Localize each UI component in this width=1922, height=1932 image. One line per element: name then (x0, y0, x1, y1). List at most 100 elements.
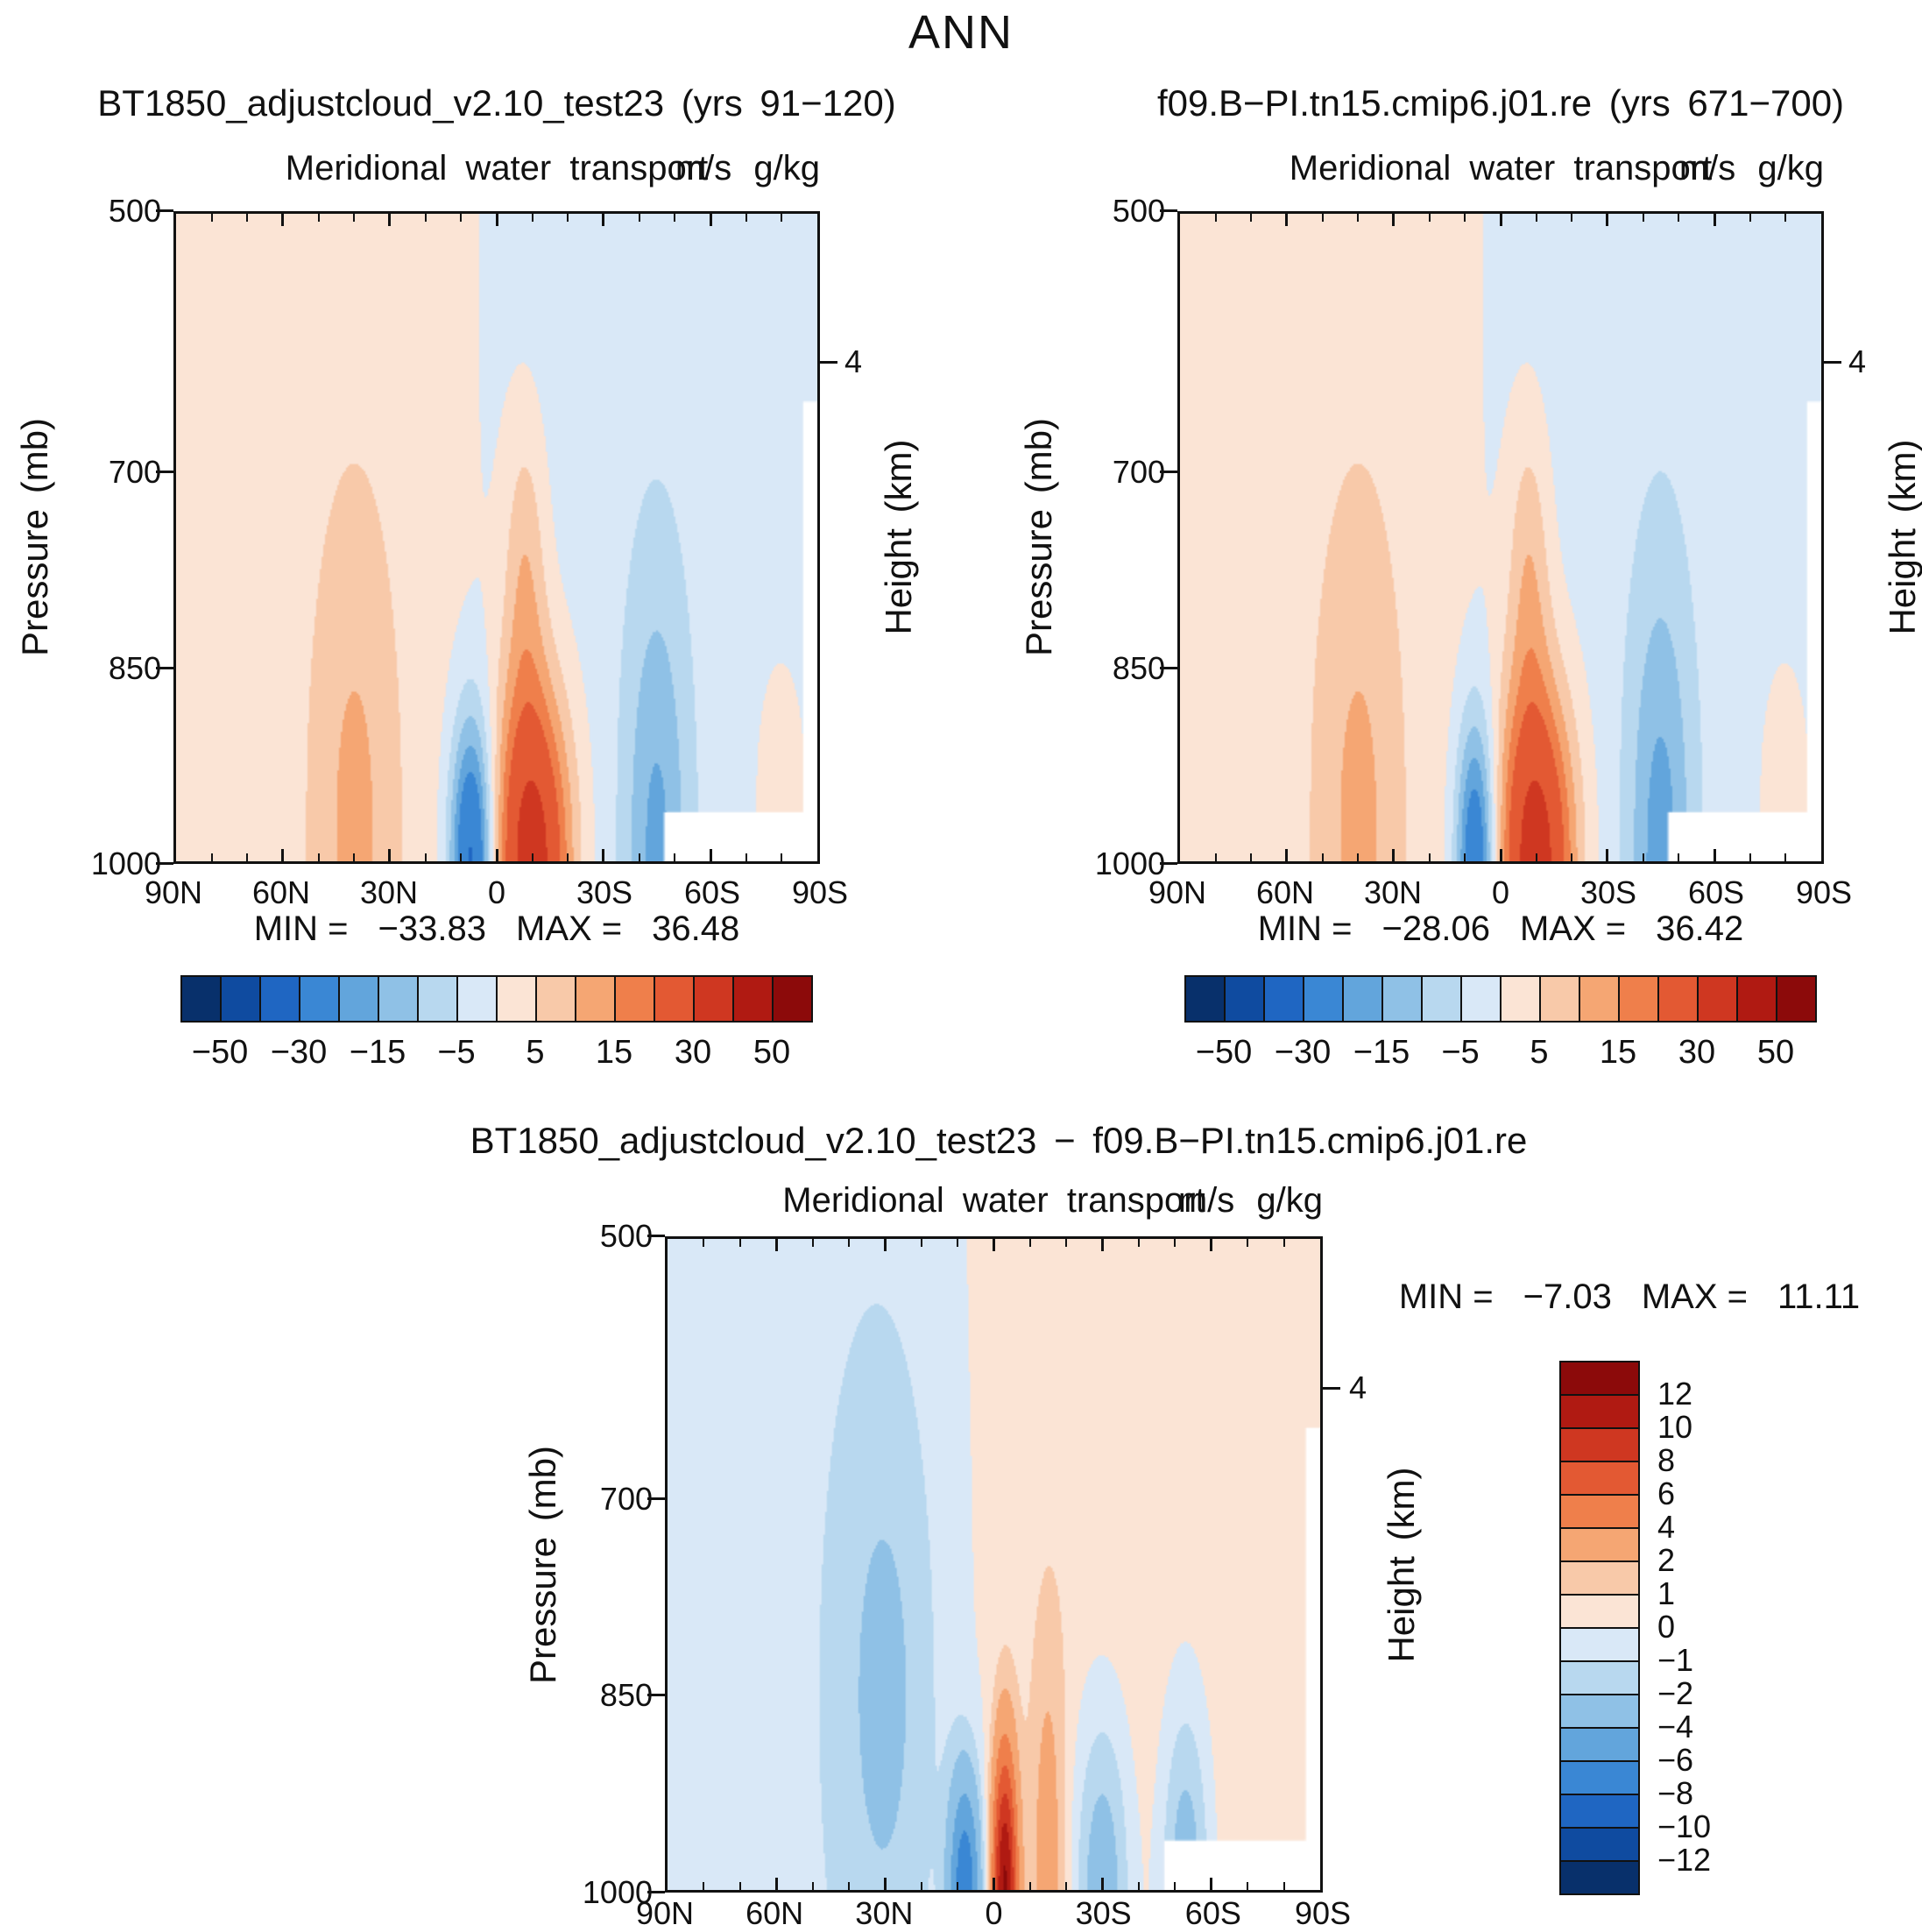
x-axis-tick (1784, 853, 1787, 861)
panel-model-a: BT1850_adjustcloud_v2.10_test23 (yrs 91−… (0, 0, 993, 1104)
y-axis-tick (647, 1694, 665, 1697)
x-tick-label: 0 (1491, 874, 1510, 910)
colorbar-labels: −50 −30 −15 −5 5 15 30 50 (1184, 1034, 1817, 1072)
x-axis-tick (1250, 214, 1253, 222)
colorbar-tick-label: −30 (270, 1034, 328, 1071)
units-label: m/s g/kg (675, 149, 820, 188)
x-axis-tick (1535, 853, 1537, 861)
x-axis-tick (957, 1882, 959, 1890)
x-axis-tick (709, 849, 712, 861)
x-tick-label: 30S (1075, 1895, 1132, 1931)
panel-title: BT1850_adjustcloud_v2.10_test23 (yrs 91−… (97, 82, 896, 124)
x-axis-tick (774, 1239, 778, 1251)
y-tick-label: 850 (1112, 649, 1165, 686)
x-axis-tick (1678, 214, 1680, 222)
x-axis-tick (1101, 1878, 1105, 1890)
colorbar-cell (772, 975, 813, 1023)
colorbar-cell (1559, 1527, 1640, 1562)
colorbar-cell (1559, 1494, 1640, 1529)
x-axis-tick (774, 1878, 778, 1890)
colorbar-tick-label: 4 (1657, 1509, 1676, 1545)
x-tick-label: 30N (855, 1895, 914, 1931)
x-axis-tick (993, 1239, 995, 1251)
x-tick-label: 30S (576, 874, 633, 910)
colorbar-tick-label: 8 (1657, 1442, 1676, 1478)
x-axis-tick (567, 853, 569, 861)
x-axis-tick (281, 214, 285, 226)
y-axis-tick (1160, 471, 1177, 473)
x-tick-label: 90S (1294, 1895, 1352, 1931)
x-axis-tick (567, 214, 569, 222)
y-axis-tick (1160, 666, 1177, 669)
max-value: 36.42 (1656, 909, 1744, 948)
max-label: MAX = (1520, 909, 1627, 948)
panel-title: f09.B−PI.tn15.cmip6.j01.re (yrs 671−700) (1156, 82, 1845, 124)
y-axis-tick (156, 471, 173, 473)
colorbar-labels: 12 10 8 6 4 2 1 0 −1 −2 −4 −6 −8 −10 −12 (1657, 1361, 1763, 1897)
x-axis-tick (1357, 853, 1360, 861)
x-axis-tick (460, 853, 463, 861)
x-axis-tick (281, 849, 285, 861)
x-axis-tick (638, 214, 640, 222)
units-label: m/s g/kg (1678, 149, 1824, 188)
x-axis-tick (703, 1239, 705, 1247)
units-label: m/s g/kg (1177, 1181, 1323, 1220)
y-axis-tick (156, 666, 173, 669)
colorbar-cell (1421, 975, 1462, 1023)
y-tick-label: 1000 (90, 846, 161, 881)
y-tick-label: 850 (599, 1677, 653, 1714)
colorbar-tick-label: −2 (1657, 1675, 1694, 1711)
y-axis-tick-labels: 500 700 850 1000 (58, 193, 161, 881)
x-axis-tick (847, 1882, 850, 1890)
y-tick-label: 500 (599, 1218, 653, 1254)
y-axis-tick (647, 1891, 665, 1893)
x-axis-tick (1283, 1882, 1285, 1890)
colorbar-cell (1559, 1361, 1640, 1396)
x-tick-label: 90N (144, 874, 203, 910)
x-axis-tick (531, 853, 533, 861)
x-tick-label: 30N (1363, 874, 1423, 910)
x-axis-tick (1428, 214, 1431, 222)
colorbar-tick-label: −8 (1657, 1775, 1694, 1811)
colorbar-cell (1381, 975, 1423, 1023)
x-tick-label: 30N (359, 874, 419, 910)
x-axis-tick (1642, 214, 1644, 222)
x-tick-label: 60S (1184, 1895, 1241, 1931)
figure-title: ANN (908, 6, 1014, 59)
colorbar-tick-label: 5 (1530, 1034, 1549, 1071)
x-axis-tick (424, 214, 427, 222)
colorbar-cell (1559, 1694, 1640, 1729)
x-axis-tick (1571, 214, 1573, 222)
x-axis-tick (1174, 1882, 1177, 1890)
y-axis-tick-labels: 500 700 850 1000 (1062, 193, 1165, 881)
x-axis-tick (353, 214, 356, 222)
x-axis-tick (1428, 853, 1431, 861)
max-value: 11.11 (1777, 1277, 1861, 1316)
panel-title: BT1850_adjustcloud_v2.10_test23 − f09.B−… (470, 1120, 1528, 1161)
colorbar-cell (1776, 975, 1817, 1023)
x-axis-tick (424, 853, 427, 861)
x-axis-tick (1028, 1882, 1031, 1890)
x-axis-tick (460, 214, 463, 222)
x-axis-tick (1642, 853, 1644, 861)
x-axis-tick (1210, 1878, 1213, 1890)
colorbar-tick-label: 15 (595, 1034, 633, 1071)
subtitle-text: Meridional water transport (782, 1181, 1205, 1220)
colorbar-cell (1657, 975, 1699, 1023)
colorbar-vertical (1559, 1361, 1640, 1895)
colorbar-tick-label: 30 (674, 1034, 712, 1071)
height-axis-tick (1323, 1386, 1340, 1390)
max-value: 36.48 (652, 909, 740, 948)
colorbar-cell (1559, 1794, 1640, 1829)
height-tick-label: 4 (1349, 1369, 1367, 1405)
colorbar (1184, 975, 1817, 1023)
colorbar-tick-label: −5 (437, 1034, 476, 1071)
x-axis-tick (1065, 1882, 1068, 1890)
subtitle-text: Meridional water transport (1289, 149, 1713, 188)
y-axis-tick (1160, 209, 1177, 212)
y-axis-tick (647, 1497, 665, 1500)
minmax-stats: MIN = −28.06 MAX = 36.42 (1177, 909, 1824, 949)
x-axis-tick (1784, 214, 1787, 222)
max-label: MAX = (516, 909, 623, 948)
x-axis-tick (993, 1878, 995, 1890)
